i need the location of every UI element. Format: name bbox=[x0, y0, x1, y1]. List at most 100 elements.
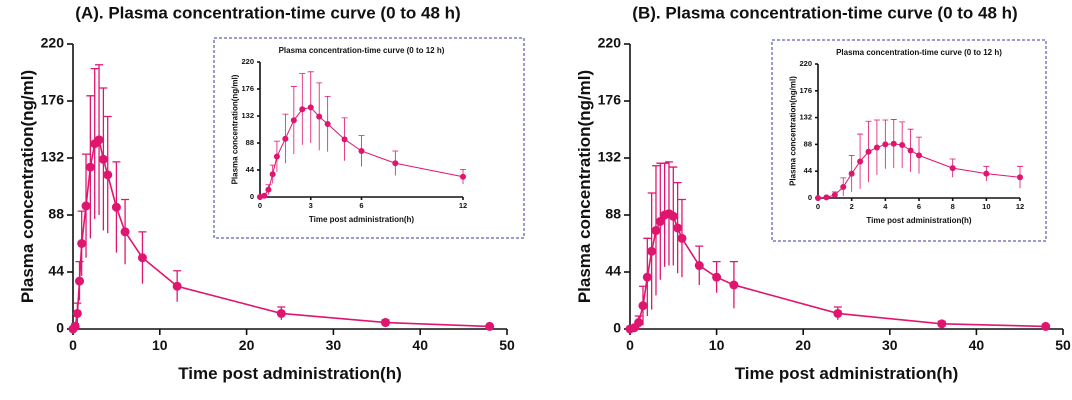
data-point bbox=[634, 318, 644, 328]
y-tick-label: 220 bbox=[41, 35, 65, 51]
y-tick-label: 44 bbox=[804, 166, 813, 175]
y-tick-label: 88 bbox=[804, 139, 812, 148]
data-point bbox=[831, 191, 838, 198]
y-tick-label: 88 bbox=[605, 206, 621, 222]
y-tick-label: 88 bbox=[246, 138, 254, 147]
data-point bbox=[916, 152, 922, 159]
y-tick-label: 176 bbox=[41, 92, 65, 108]
data-point bbox=[75, 276, 85, 286]
line bbox=[817, 143, 1021, 199]
y-tick-label: 0 bbox=[56, 320, 64, 336]
y-axis-label: Plasma concentration(ng/ml) bbox=[575, 70, 594, 303]
data-point bbox=[261, 192, 268, 199]
data-point bbox=[98, 154, 108, 164]
data-point bbox=[865, 148, 872, 155]
y-tick-label: 0 bbox=[808, 193, 812, 202]
data-point bbox=[358, 147, 365, 154]
data-point bbox=[949, 165, 956, 172]
data-point bbox=[907, 147, 914, 154]
y-tick-label: 132 bbox=[799, 113, 812, 122]
data-point bbox=[282, 135, 289, 142]
x-tick-label: 0 bbox=[258, 201, 262, 210]
data-point bbox=[324, 120, 331, 127]
data-point bbox=[694, 261, 704, 271]
y-tick-label: 132 bbox=[598, 149, 622, 165]
x-tick-label: 12 bbox=[459, 201, 467, 210]
x-tick-label: 20 bbox=[795, 337, 811, 353]
data-point bbox=[890, 140, 897, 147]
data-point bbox=[485, 321, 495, 331]
y-tick-label: 176 bbox=[241, 84, 254, 93]
y-tick-label: 44 bbox=[605, 263, 621, 279]
data-point bbox=[840, 184, 847, 191]
y-tick-label: 132 bbox=[41, 149, 65, 165]
x-tick-label: 30 bbox=[326, 337, 342, 353]
data-point bbox=[380, 318, 390, 328]
y-tick-label: 0 bbox=[250, 192, 254, 201]
y-tick-label: 176 bbox=[799, 86, 812, 95]
data-point bbox=[873, 144, 880, 151]
x-axis-label: Time post administration(h) bbox=[735, 364, 959, 383]
data-point bbox=[642, 272, 652, 282]
x-tick-label: 50 bbox=[499, 337, 515, 353]
y-tick-label: 220 bbox=[598, 35, 622, 51]
y-tick-label: 176 bbox=[598, 92, 622, 108]
x-tick-label: 30 bbox=[882, 337, 898, 353]
data-point bbox=[103, 170, 113, 180]
data-point bbox=[729, 280, 739, 290]
data-point bbox=[94, 135, 104, 145]
x-tick-label: 10 bbox=[982, 202, 990, 211]
x-axis-label: Time post administration(h) bbox=[866, 216, 972, 225]
data-point bbox=[269, 171, 276, 178]
data-point bbox=[823, 194, 830, 201]
y-tick-label: 88 bbox=[48, 206, 64, 222]
data-point bbox=[882, 141, 889, 148]
data-point bbox=[655, 216, 665, 226]
data-point bbox=[85, 162, 95, 172]
data-point bbox=[460, 173, 466, 180]
x-tick-label: 40 bbox=[412, 337, 428, 353]
data-point bbox=[815, 195, 821, 201]
data-point bbox=[81, 201, 91, 211]
data-point bbox=[899, 142, 906, 149]
data-point bbox=[172, 281, 182, 291]
x-tick-label: 4 bbox=[883, 202, 888, 211]
data-point bbox=[276, 308, 286, 318]
data-point bbox=[1041, 321, 1051, 331]
data-point bbox=[1017, 174, 1023, 181]
y-tick-label: 220 bbox=[799, 59, 812, 68]
data-point bbox=[307, 104, 314, 111]
data-point bbox=[983, 170, 990, 177]
x-tick-label: 40 bbox=[969, 337, 985, 353]
inset-frame bbox=[771, 39, 1047, 242]
x-tick-label: 50 bbox=[1055, 337, 1071, 353]
y-axis-label: Plasma concentration(ng/ml) bbox=[18, 70, 37, 303]
data-point bbox=[265, 186, 272, 193]
data-point bbox=[137, 253, 147, 263]
chart-title: (B). Plasma concentration-time curve (0 … bbox=[632, 3, 1017, 22]
data-point bbox=[677, 233, 687, 243]
x-tick-label: 2 bbox=[850, 202, 854, 211]
data-point bbox=[70, 321, 80, 331]
inset-title: Plasma concentration-time curve (0 to 12… bbox=[279, 46, 445, 55]
x-tick-label: 10 bbox=[709, 337, 725, 353]
data-point bbox=[937, 319, 947, 329]
data-point bbox=[299, 106, 306, 113]
y-tick-label: 220 bbox=[241, 57, 254, 66]
y-tick-label: 44 bbox=[48, 263, 64, 279]
data-point bbox=[77, 239, 87, 248]
inset-frame bbox=[213, 37, 525, 239]
data-point bbox=[647, 246, 657, 256]
y-tick-label: 0 bbox=[613, 320, 621, 336]
x-tick-label: 12 bbox=[1016, 202, 1024, 211]
x-tick-label: 0 bbox=[816, 202, 820, 211]
data-point bbox=[833, 308, 843, 318]
x-tick-label: 20 bbox=[239, 337, 255, 353]
x-tick-label: 6 bbox=[359, 201, 363, 210]
y-tick-label: 44 bbox=[246, 165, 255, 174]
x-tick-label: 6 bbox=[917, 202, 921, 211]
y-axis-label: Plasma concentration(ng/ml) bbox=[231, 74, 240, 184]
data-point bbox=[341, 136, 348, 143]
x-tick-label: 0 bbox=[626, 337, 634, 353]
